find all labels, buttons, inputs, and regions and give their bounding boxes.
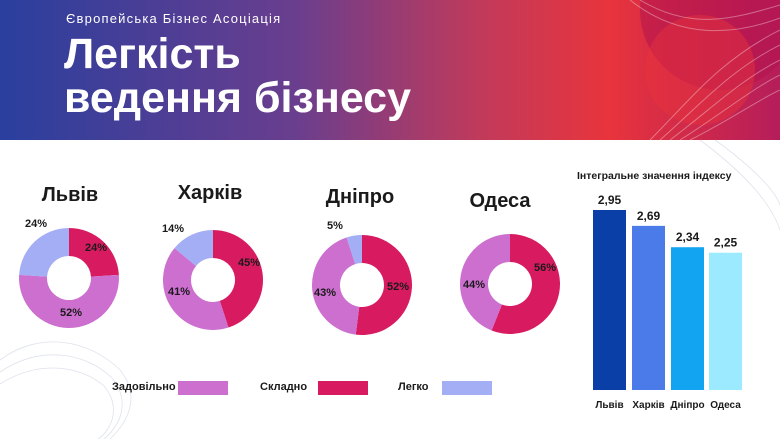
donut-1-label-easy: 14%: [162, 223, 184, 235]
organization-name: Європейська Бізнес Асоціація: [66, 11, 282, 26]
donut-1-label-difficult: 45%: [238, 257, 260, 269]
donut-0-slice-easy: [19, 228, 69, 277]
bar-3: [709, 252, 742, 390]
bar-2: [671, 247, 704, 390]
donut-0-label-difficult: 24%: [85, 242, 107, 254]
bar-category-label-3: Одеса: [710, 400, 741, 411]
donut-2-label-difficult: 52%: [387, 281, 409, 293]
donut-0-slice-satisfactory: [19, 274, 119, 328]
donut-2-label-satisfactory: 43%: [314, 287, 336, 299]
donut-0-label-easy: 24%: [25, 218, 47, 230]
title-line-1: Легкість: [64, 30, 241, 78]
donut-1-slice-satisfactory: [163, 248, 229, 330]
donut-0-slice-difficult: [69, 228, 119, 277]
donut-1-slice-easy: [174, 230, 213, 266]
legend-label-difficult: Складно: [260, 381, 308, 393]
donut-2-slice-satisfactory: [311, 237, 360, 335]
bar-value-label-2: 2,34: [676, 230, 700, 244]
donut-0-label-satisfactory: 52%: [60, 307, 82, 319]
chart-title-lviv: Львів: [41, 184, 99, 206]
chart-title-odesa: Одеса: [469, 190, 531, 212]
donut-2-label-easy: 5%: [327, 220, 343, 232]
bar-category-label-2: Дніпро: [670, 400, 704, 411]
donut-3-label-satisfactory: 44%: [463, 279, 485, 291]
bar-category-label-1: Харків: [632, 400, 664, 411]
chart-title-kharkiv: Харків: [177, 182, 243, 204]
bar-value-label-1: 2,69: [637, 209, 661, 223]
page-title: Легкість ведення бізнесу: [64, 32, 411, 120]
bar-0: [593, 210, 626, 390]
bar-chart-title: Інтегральне значення індексу: [577, 170, 732, 182]
decorative-waves: [629, 0, 780, 140]
legend-swatch-satisfactory: [178, 381, 228, 395]
title-line-2: ведення бізнесу: [64, 74, 412, 122]
bar-value-label-0: 2,95: [598, 193, 622, 207]
donut-3-slice-difficult: [491, 234, 560, 334]
bar-1: [632, 225, 665, 390]
legend-swatch-difficult: [318, 381, 368, 395]
donut-1-slice-difficult: [213, 230, 263, 328]
legend-label-satisfactory: Задовільно: [112, 381, 176, 393]
legend-swatch-easy: [442, 381, 492, 395]
donut-1-label-satisfactory: 41%: [168, 286, 190, 298]
donut-2-slice-difficult: [355, 235, 412, 335]
legend-label-easy: Легко: [398, 381, 429, 393]
donut-3-slice-satisfactory: [460, 234, 510, 331]
bar-value-label-3: 2,25: [714, 236, 738, 250]
donut-3-label-difficult: 56%: [534, 262, 556, 274]
header-banner: Європейська Бізнес Асоціація Легкість ве…: [0, 0, 780, 140]
bar-category-label-0: Львів: [595, 400, 623, 411]
chart-title-dnipro: Дніпро: [325, 186, 395, 208]
donut-2-slice-easy: [346, 235, 362, 265]
